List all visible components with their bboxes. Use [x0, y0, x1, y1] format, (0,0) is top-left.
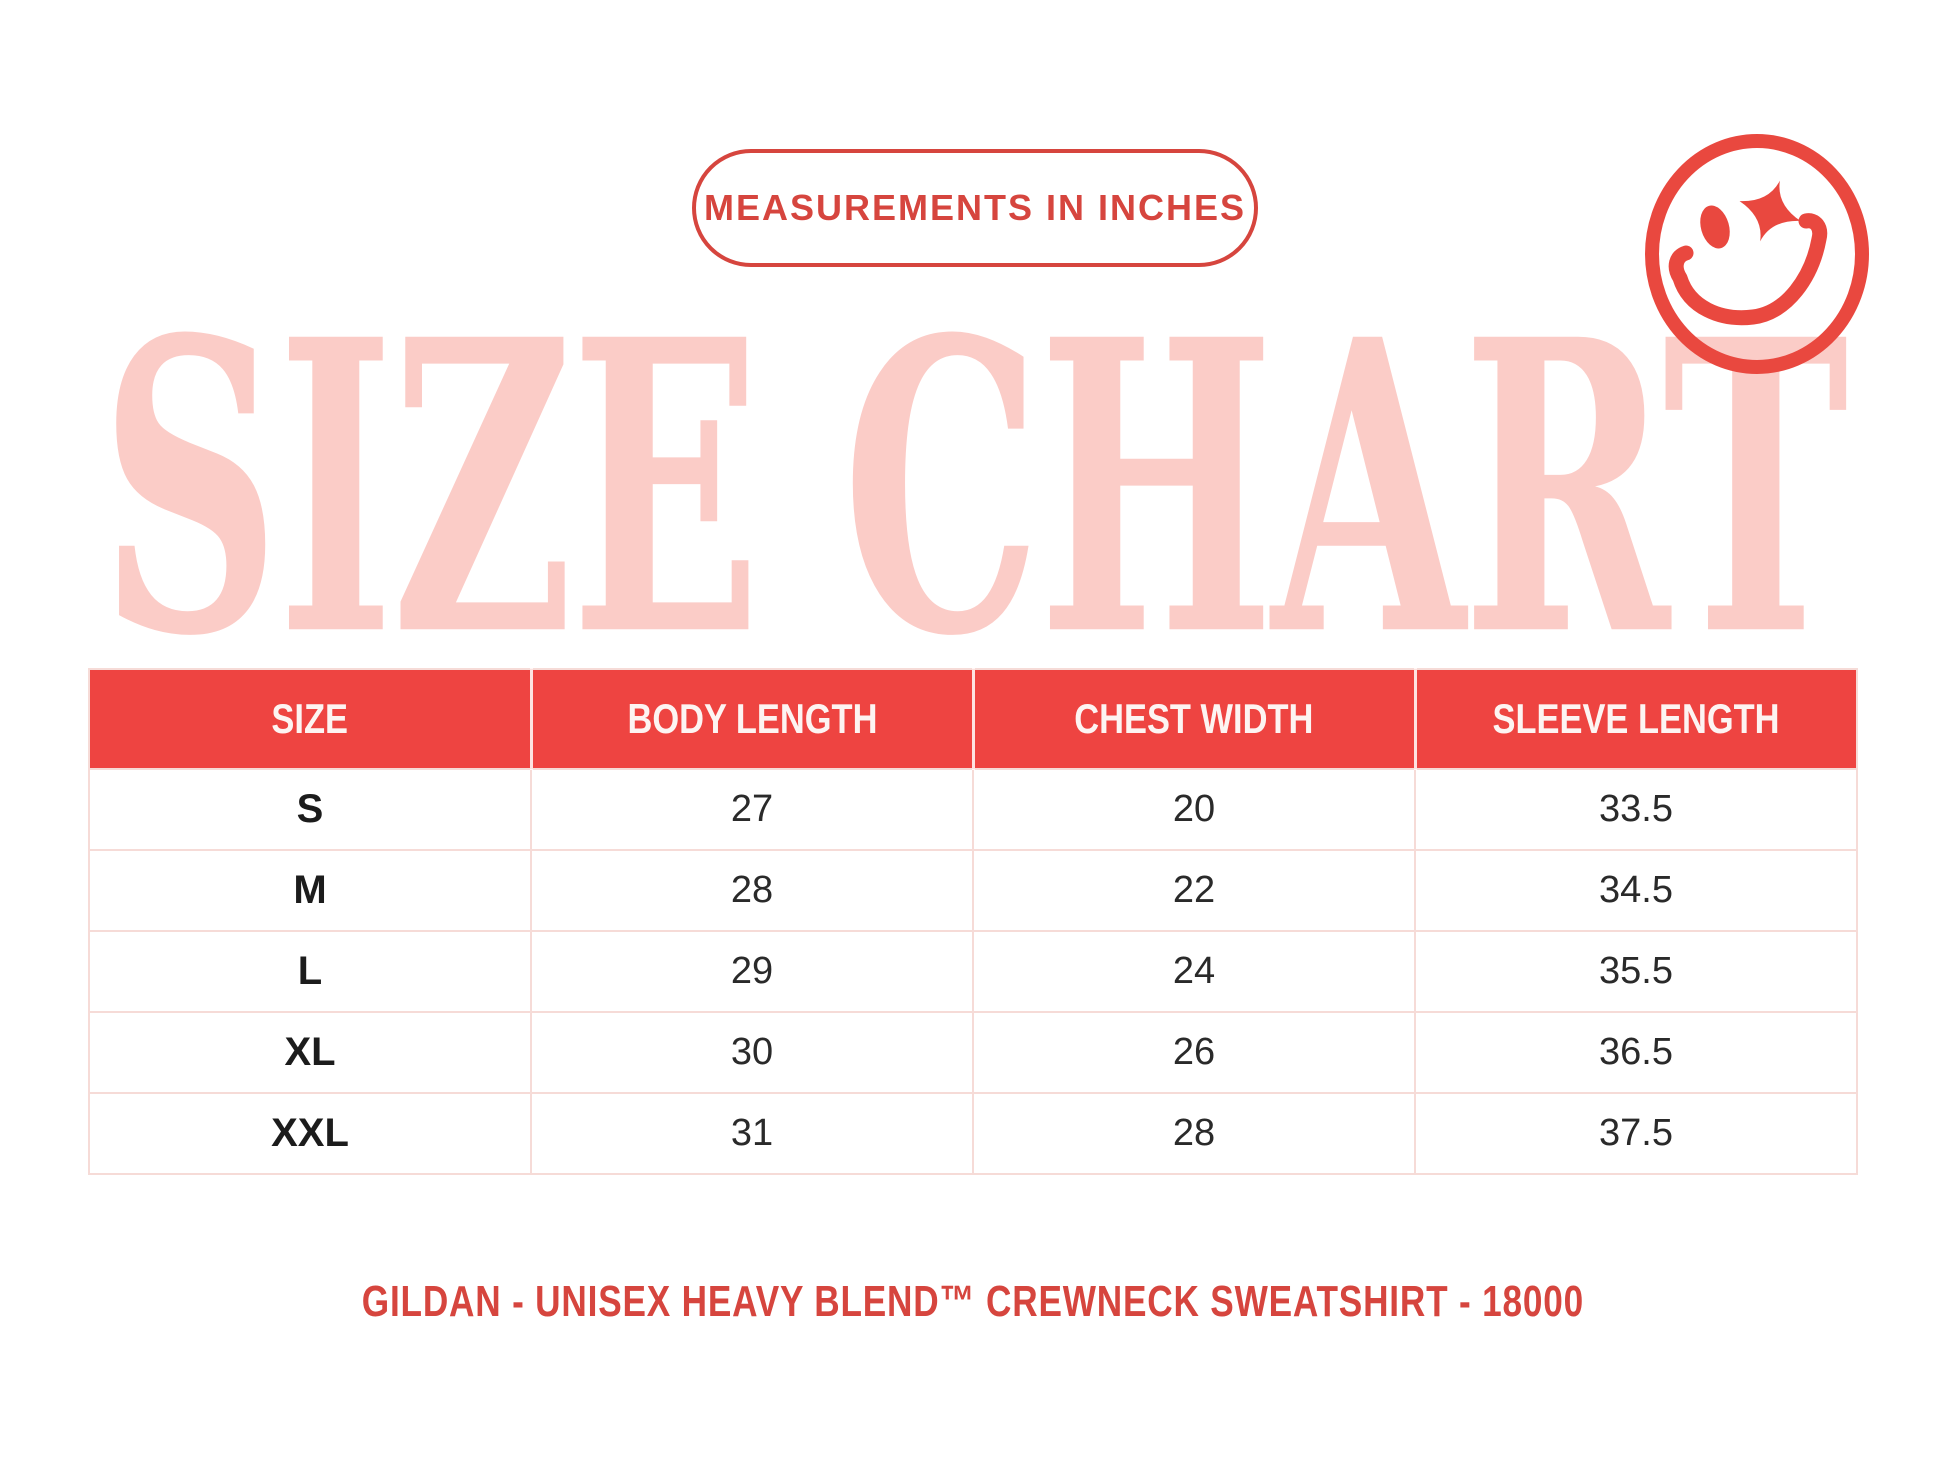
measurements-in-inches-badge: MEASUREMENTS IN INCHES [692, 149, 1258, 267]
size-cell: XXL [88, 1092, 532, 1175]
header-row: SIZE BODY LENGTH CHEST WIDTH SLEEVE LENG… [89, 669, 1857, 769]
measurement-cell: 20 [972, 768, 1416, 851]
size-table-header: SIZE BODY LENGTH CHEST WIDTH SLEEVE LENG… [89, 669, 1857, 769]
measurement-cell: 28 [530, 849, 974, 932]
measurement-cell: 29 [530, 930, 974, 1013]
measurements-badge-label: MEASUREMENTS IN INCHES [703, 187, 1247, 228]
measurement-cell: 27 [530, 768, 974, 851]
smiley-face-outline [1645, 134, 1869, 374]
measurement-cell: 24 [972, 930, 1416, 1013]
column-header-sleeve-length: SLEEVE LENGTH [1413, 669, 1857, 769]
measurement-cell: 35.5 [1414, 930, 1858, 1013]
table-row: XXL 31 28 37.5 [88, 1092, 1858, 1175]
size-cell: S [88, 768, 532, 851]
measurement-cell: 22 [972, 849, 1416, 932]
measurement-cell: 30 [530, 1011, 974, 1094]
smiley-sparkle-eye [1739, 180, 1801, 242]
measurement-cell: 34.5 [1414, 849, 1858, 932]
measurement-cell: 33.5 [1414, 768, 1858, 851]
size-cell: XL [88, 1011, 532, 1094]
size-table-body: S 27 20 33.5 M 28 22 34.5 L 29 24 35.5 XL 30 26 36.5 XXL… [88, 768, 1858, 1175]
winking-smiley-icon [1645, 134, 1869, 374]
measurement-cell: 26 [972, 1011, 1416, 1094]
size-cell: M [88, 849, 532, 932]
table-row: XL 30 26 36.5 [88, 1011, 1858, 1094]
column-header-chest-width: CHEST WIDTH [971, 669, 1415, 769]
column-header-body-length: BODY LENGTH [529, 669, 973, 769]
size-cell: L [88, 930, 532, 1013]
table-row: S 27 20 33.5 [88, 768, 1858, 851]
column-header-size: SIZE [89, 669, 531, 769]
smiley-smile [1668, 213, 1828, 326]
page-title-text: SIZE CHART [99, 254, 1849, 725]
size-table: SIZE BODY LENGTH CHEST WIDTH SLEEVE LENG… [88, 668, 1858, 1175]
measurement-cell: 36.5 [1414, 1011, 1858, 1094]
measurement-cell: 31 [530, 1092, 974, 1175]
product-name-text: GILDAN - UNISEX HEAVY BLEND™ CREWNECK SW… [361, 1277, 1585, 1326]
table-row: M 28 22 34.5 [88, 849, 1858, 932]
page-title: SIZE CHART [0, 289, 1946, 690]
product-name-footer: GILDAN - UNISEX HEAVY BLEND™ CREWNECK SW… [0, 1272, 1946, 1332]
measurement-cell: 37.5 [1414, 1092, 1858, 1175]
measurement-cell: 28 [972, 1092, 1416, 1175]
smiley-left-eye [1700, 205, 1730, 249]
table-row: L 29 24 35.5 [88, 930, 1858, 1013]
